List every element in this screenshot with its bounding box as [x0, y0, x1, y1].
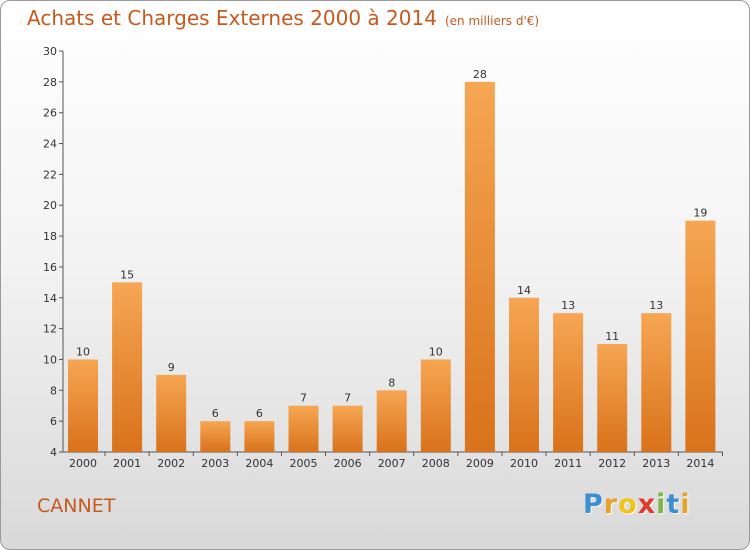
y-tick-label: 30 — [43, 45, 57, 58]
logo-letter: P — [583, 489, 604, 520]
x-tick-label: 2012 — [598, 457, 626, 470]
bar-value-label: 9 — [168, 361, 175, 374]
y-tick-label: 10 — [43, 353, 57, 366]
bar — [509, 297, 539, 452]
bar — [641, 313, 672, 452]
x-tick-label: 2000 — [69, 457, 97, 470]
chart-title-text: Achats et Charges Externes 2000 à 2014 — [27, 6, 437, 30]
x-tick-label: 2014 — [686, 457, 714, 470]
bar-value-label: 10 — [429, 345, 443, 358]
bar-value-label: 13 — [649, 299, 663, 312]
bar — [553, 313, 584, 452]
y-tick-label: 22 — [43, 168, 57, 181]
bar-value-label: 7 — [300, 392, 307, 405]
x-tick-label: 2006 — [334, 457, 362, 470]
bar-value-label: 13 — [561, 299, 575, 312]
x-tick-label: 2001 — [113, 457, 141, 470]
bar-value-label: 6 — [256, 407, 263, 420]
bar — [464, 81, 495, 452]
x-tick-label: 2008 — [422, 457, 450, 470]
bar — [68, 359, 98, 452]
bar — [332, 405, 363, 452]
logo-letter: i — [656, 489, 667, 520]
chart-title: Achats et Charges Externes 2000 à 2014 (e… — [27, 6, 539, 30]
logo-letter: i — [680, 489, 691, 520]
bar — [597, 344, 628, 452]
bar-value-label: 10 — [76, 345, 90, 358]
logo-letter: r — [603, 489, 619, 520]
bar — [200, 421, 231, 452]
bar-value-label: 28 — [473, 68, 487, 81]
x-tick-label: 2009 — [466, 457, 494, 470]
y-tick-label: 28 — [43, 76, 57, 89]
bar — [376, 390, 407, 452]
x-tick-label: 2002 — [157, 457, 185, 470]
y-tick-label: 12 — [43, 323, 57, 336]
proxiti-logo: Proxiti — [583, 489, 691, 520]
logo-letter: x — [637, 489, 657, 520]
y-tick-label: 20 — [43, 199, 57, 212]
x-tick-label: 2004 — [245, 457, 273, 470]
y-tick-label: 16 — [43, 261, 57, 274]
bar — [420, 359, 451, 452]
y-tick-label: 8 — [50, 384, 57, 397]
bar-value-label: 19 — [693, 207, 707, 220]
logo-letter: o — [618, 489, 638, 520]
bar — [156, 374, 187, 452]
y-tick-label: 4 — [50, 446, 57, 459]
chart-unit: (en milliers d'€) — [444, 14, 540, 28]
bar-value-label: 15 — [120, 268, 134, 281]
bar — [112, 282, 143, 452]
commune-name: CANNET — [37, 495, 116, 517]
y-tick-label: 18 — [43, 230, 57, 243]
bar — [685, 220, 716, 452]
y-tick-label: 6 — [50, 415, 57, 428]
y-tick-label: 26 — [43, 107, 57, 120]
logo-letter: t — [666, 489, 681, 520]
bar — [288, 405, 319, 452]
bar-value-label: 7 — [344, 392, 351, 405]
x-tick-label: 2007 — [378, 457, 406, 470]
chart-labels: 10 2000 15 2001 9 2002 6 2003 6 2004 7 2005 7 2006 8 20… — [69, 68, 714, 470]
y-tick-label: 24 — [43, 138, 57, 151]
bar-value-label: 14 — [517, 284, 531, 297]
x-tick-label: 2005 — [290, 457, 318, 470]
x-tick-label: 2003 — [201, 457, 229, 470]
bar — [244, 421, 275, 452]
bar-value-label: 11 — [605, 330, 619, 343]
x-tick-label: 2013 — [642, 457, 670, 470]
x-tick-label: 2010 — [510, 457, 538, 470]
y-tick-label: 14 — [43, 292, 57, 305]
bar-value-label: 6 — [212, 407, 219, 420]
bar-value-label: 8 — [388, 376, 395, 389]
x-tick-label: 2011 — [554, 457, 582, 470]
chart-bars — [68, 81, 716, 452]
